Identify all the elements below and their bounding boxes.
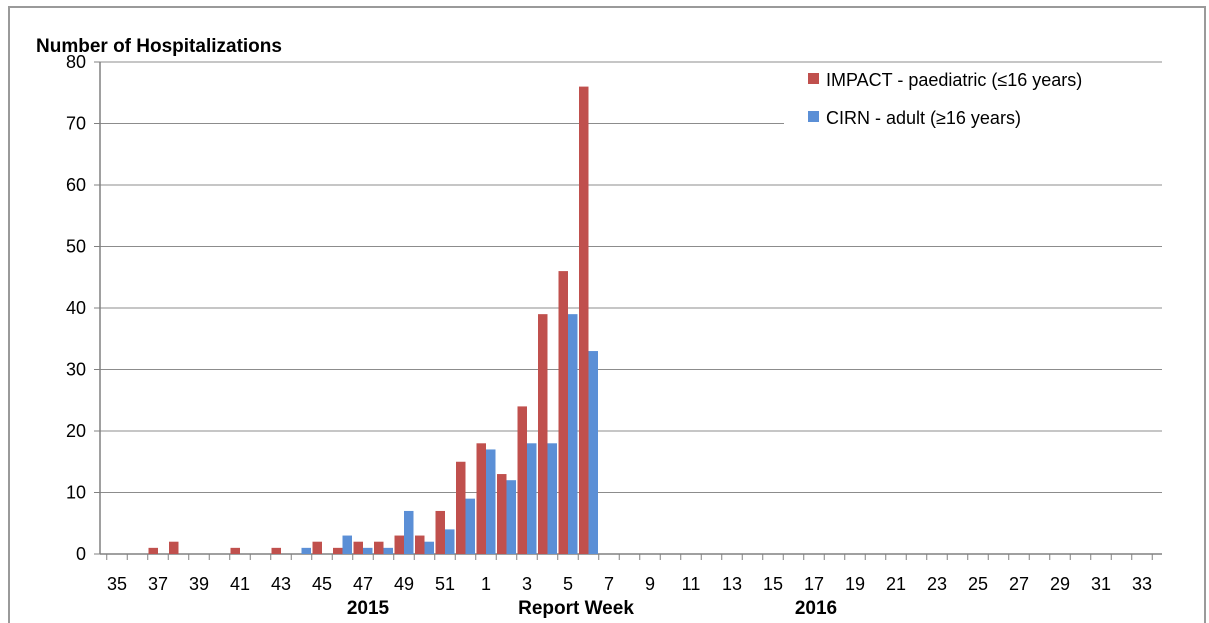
bar-impact-week-47 [353, 541, 363, 554]
bar-cirn-week-1 [486, 449, 496, 554]
x-tick-label: 7 [604, 574, 614, 594]
x-tick-label: 43 [271, 574, 291, 594]
x-tick-label: 15 [763, 574, 783, 594]
x-tick-label: 31 [1091, 574, 1111, 594]
y-tick-label: 40 [66, 298, 86, 318]
y-axis-title: Number of Hospitalizations [36, 36, 282, 57]
bar-cirn-week-48 [383, 547, 393, 554]
x-tick-label: 17 [804, 574, 824, 594]
bar-cirn-week-3 [527, 443, 537, 554]
y-tick-label: 20 [66, 421, 86, 441]
x-tick-label: 13 [722, 574, 742, 594]
bar-impact-week-2 [497, 474, 507, 554]
bar-impact-week-51 [435, 510, 445, 554]
x-tick-label: 11 [682, 574, 701, 594]
bar-cirn-week-4 [547, 443, 557, 554]
x-tick-label: 3 [522, 574, 532, 594]
x-tick-label: 1 [481, 574, 491, 594]
bar-cirn-week-51 [445, 529, 455, 554]
bar-cirn-week-46 [342, 535, 352, 554]
bar-cirn-week-49 [404, 510, 414, 554]
x-tick-label: 29 [1050, 574, 1070, 594]
bar-cirn-week-2 [506, 480, 516, 554]
y-tick-labels: 0 10 20 30 40 50 60 70 80 [66, 52, 86, 564]
bar-impact-week-37 [148, 547, 158, 554]
bars [148, 86, 598, 554]
bar-cirn-week-6 [588, 351, 598, 554]
x-tick-label: 37 [148, 574, 168, 594]
y-tick-label: 10 [66, 483, 86, 503]
bar-impact-week-45 [312, 541, 322, 554]
x-tick-label: 45 [312, 574, 332, 594]
chart-frame [8, 6, 1206, 623]
x-tick-label: 47 [353, 574, 373, 594]
bar-cirn-week-5 [568, 314, 578, 554]
bar-impact-week-52 [456, 461, 466, 554]
y-tick-label: 0 [76, 544, 86, 564]
x-tick-label: 41 [230, 574, 250, 594]
x-tick-label: 49 [394, 574, 414, 594]
x-tick-label: 25 [968, 574, 988, 594]
x-tick-label: 9 [645, 574, 655, 594]
bar-impact-week-50 [415, 535, 425, 554]
x-tick-label: 39 [189, 574, 209, 594]
bar-impact-week-41 [230, 547, 240, 554]
bar-cirn-week-44 [301, 547, 311, 554]
bar-impact-week-46 [333, 547, 343, 554]
y-tick-label: 80 [66, 52, 86, 72]
bar-impact-week-1 [476, 443, 486, 554]
bar-impact-week-6 [579, 86, 589, 554]
gridlines [100, 61, 1162, 493]
legend-swatch-cirn [808, 111, 819, 122]
bar-cirn-week-52 [465, 498, 475, 554]
bar-cirn-week-50 [424, 541, 434, 554]
x-tick-label: 19 [845, 574, 865, 594]
legend-label-impact: IMPACT - paediatric (≤16 years) [826, 70, 1082, 90]
x-tick-label: 33 [1132, 574, 1152, 594]
x-tick-label: 5 [563, 574, 573, 594]
x-tick-label: 35 [107, 574, 127, 594]
legend-label-cirn: CIRN - adult (≥16 years) [826, 108, 1021, 128]
x-axis-title: Report Week [518, 598, 634, 619]
legend: IMPACT - paediatric (≤16 years) CIRN - a… [808, 70, 1082, 128]
x-tick-label: 23 [927, 574, 947, 594]
x-tick-label: 21 [886, 574, 906, 594]
x-tick-label: 27 [1009, 574, 1029, 594]
bar-impact-week-3 [517, 406, 527, 554]
year-label-2016: 2016 [795, 598, 837, 619]
axes [94, 61, 1162, 560]
bar-impact-week-5 [558, 271, 568, 554]
x-tick-labels: 35 37 39 41 43 45 47 49 51 1 3 5 7 9 11 13 15 17 19 21 23 25 2… [107, 574, 1152, 594]
bar-cirn-week-47 [363, 547, 373, 554]
bar-impact-week-4 [538, 314, 548, 554]
y-tick-label: 30 [66, 360, 86, 380]
bar-impact-week-38 [169, 541, 179, 554]
bar-impact-week-49 [394, 535, 404, 554]
y-tick-label: 60 [66, 175, 86, 195]
y-tick-label: 50 [66, 237, 86, 257]
bar-impact-week-48 [374, 541, 384, 554]
legend-swatch-impact [808, 73, 819, 84]
year-label-2015: 2015 [347, 598, 390, 619]
x-tick-label: 51 [435, 574, 455, 594]
y-tick-label: 70 [66, 114, 86, 134]
bar-impact-week-43 [271, 547, 281, 554]
